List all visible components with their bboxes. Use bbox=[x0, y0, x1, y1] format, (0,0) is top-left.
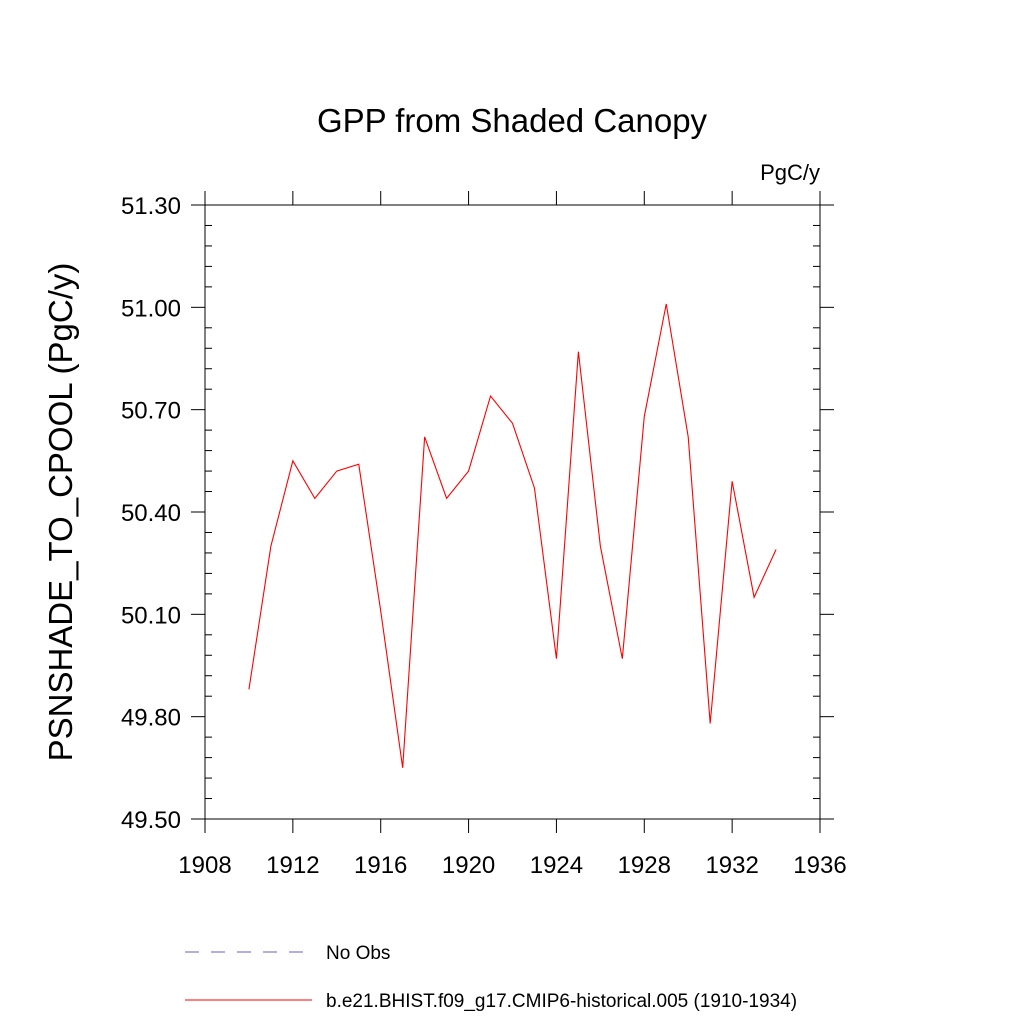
y-tick-label: 51.30 bbox=[121, 193, 181, 220]
x-tick-label: 1932 bbox=[705, 852, 758, 879]
y-tick-label: 50.10 bbox=[121, 602, 181, 629]
chart-title: GPP from Shaded Canopy bbox=[317, 102, 708, 139]
series-line bbox=[248, 303, 777, 768]
y-axis-label: PSNSHADE_TO_CPOOL (PgC/y) bbox=[42, 263, 79, 762]
x-tick-label: 1908 bbox=[178, 852, 231, 879]
x-tick-label: 1912 bbox=[266, 852, 319, 879]
axis-ticks bbox=[191, 191, 834, 833]
y-tick-label: 50.70 bbox=[121, 398, 181, 425]
x-tick-label: 1920 bbox=[442, 852, 495, 879]
axis-tick-labels: 1908 1912 1916 1920 1924 1928 1932 1936 49.50 49.… bbox=[121, 193, 847, 879]
y-tick-label: 51.00 bbox=[121, 295, 181, 322]
legend-label: b.e21.BHIST.f09_g17.CMIP6-historical.005… bbox=[326, 991, 797, 1012]
legend-label: No Obs bbox=[326, 943, 390, 964]
x-tick-label: 1916 bbox=[354, 852, 407, 879]
y-tick-label: 50.40 bbox=[121, 500, 181, 527]
units-label: PgC/y bbox=[760, 160, 820, 185]
y-tick-label: 49.80 bbox=[121, 705, 181, 732]
x-tick-label: 1928 bbox=[618, 852, 671, 879]
x-tick-label: 1936 bbox=[793, 852, 846, 879]
series-lines bbox=[248, 303, 777, 768]
y-tick-label: 49.50 bbox=[121, 807, 181, 834]
plot-frame bbox=[204, 204, 821, 820]
legend: No Obs b.e21.BHIST.f09_g17.CMIP6-historic… bbox=[185, 943, 797, 1012]
x-tick-label: 1924 bbox=[530, 852, 583, 879]
